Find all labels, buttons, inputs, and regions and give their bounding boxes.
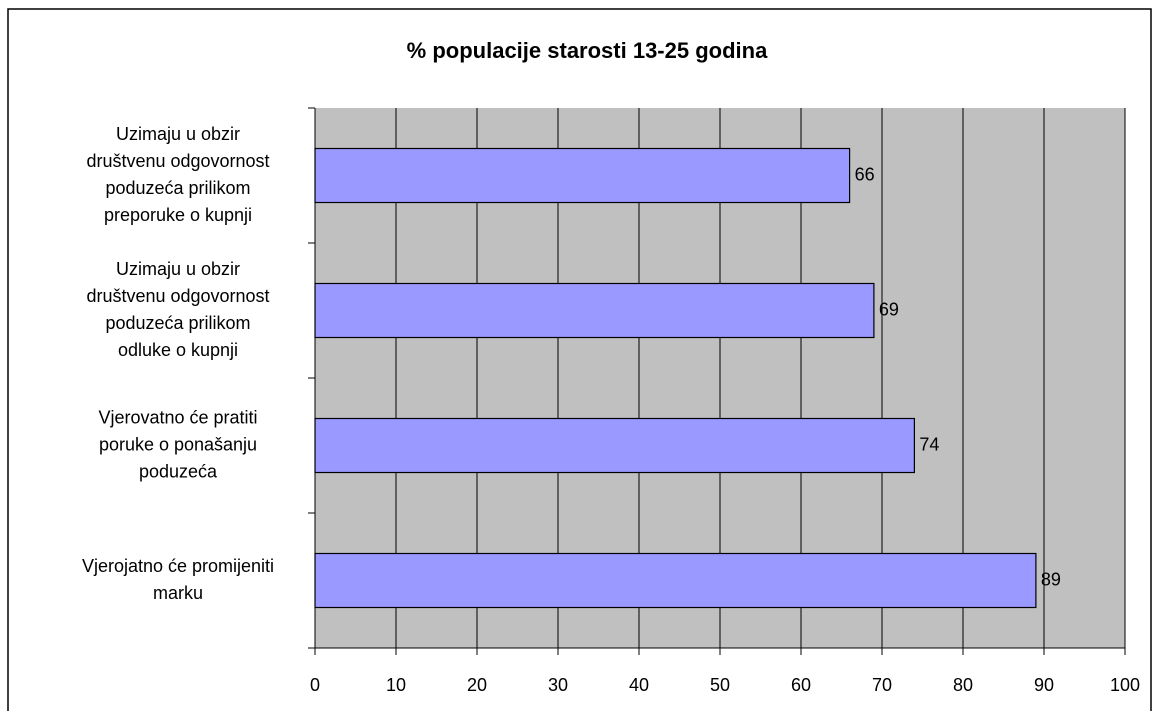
- y-tick-label: Uzimaju u obzir društvenu odgovornost podu…: [86, 124, 269, 225]
- value-label: 74: [919, 434, 939, 454]
- x-tick-label: 20: [467, 675, 487, 695]
- bar: [314, 552, 1037, 609]
- y-tick-label: Vjerojatno će promijeniti marku: [82, 556, 274, 603]
- label-line: poduzeća: [139, 461, 218, 481]
- value-label: 69: [879, 299, 899, 319]
- label-line: poruke o ponašanju: [99, 434, 257, 454]
- x-tick-label: 40: [629, 675, 649, 695]
- x-tick-label: 10: [386, 675, 406, 695]
- x-tick-label: 100: [1110, 675, 1140, 695]
- y-tick-label: Vjerovatno će pratiti poruke o ponašanju p…: [98, 407, 257, 481]
- label-line: odluke o kupnji: [118, 340, 238, 360]
- value-label: 89: [1041, 569, 1061, 589]
- x-tick-label: 30: [548, 675, 568, 695]
- bar: [314, 417, 916, 474]
- x-tick-label: 50: [710, 675, 730, 695]
- value-label: 66: [855, 164, 875, 184]
- y-tick-label: Uzimaju u obzir društvenu odgovornost podu…: [86, 259, 269, 360]
- x-tick-label: 80: [953, 675, 973, 695]
- label-line: poduzeća prilikom: [105, 178, 250, 198]
- x-tick-label: 0: [310, 675, 320, 695]
- chart-title: % populacije starosti 13-25 godina: [407, 38, 768, 63]
- label-line: društvenu odgovornost: [86, 286, 269, 306]
- label-line: poduzeća prilikom: [105, 313, 250, 333]
- label-line: Uzimaju u obzir: [116, 124, 240, 144]
- label-line: marku: [153, 583, 203, 603]
- x-tick-label: 60: [791, 675, 811, 695]
- bar: [314, 147, 851, 204]
- label-line: društvenu odgovornost: [86, 151, 269, 171]
- label-line: preporuke o kupnji: [104, 205, 252, 225]
- label-line: Uzimaju u obzir: [116, 259, 240, 279]
- x-tick-label: 90: [1034, 675, 1054, 695]
- label-line: Vjerovatno će pratiti: [98, 407, 257, 427]
- bar: [314, 282, 875, 339]
- x-tick-label: 70: [872, 675, 892, 695]
- label-line: Vjerojatno će promijeniti: [82, 556, 274, 576]
